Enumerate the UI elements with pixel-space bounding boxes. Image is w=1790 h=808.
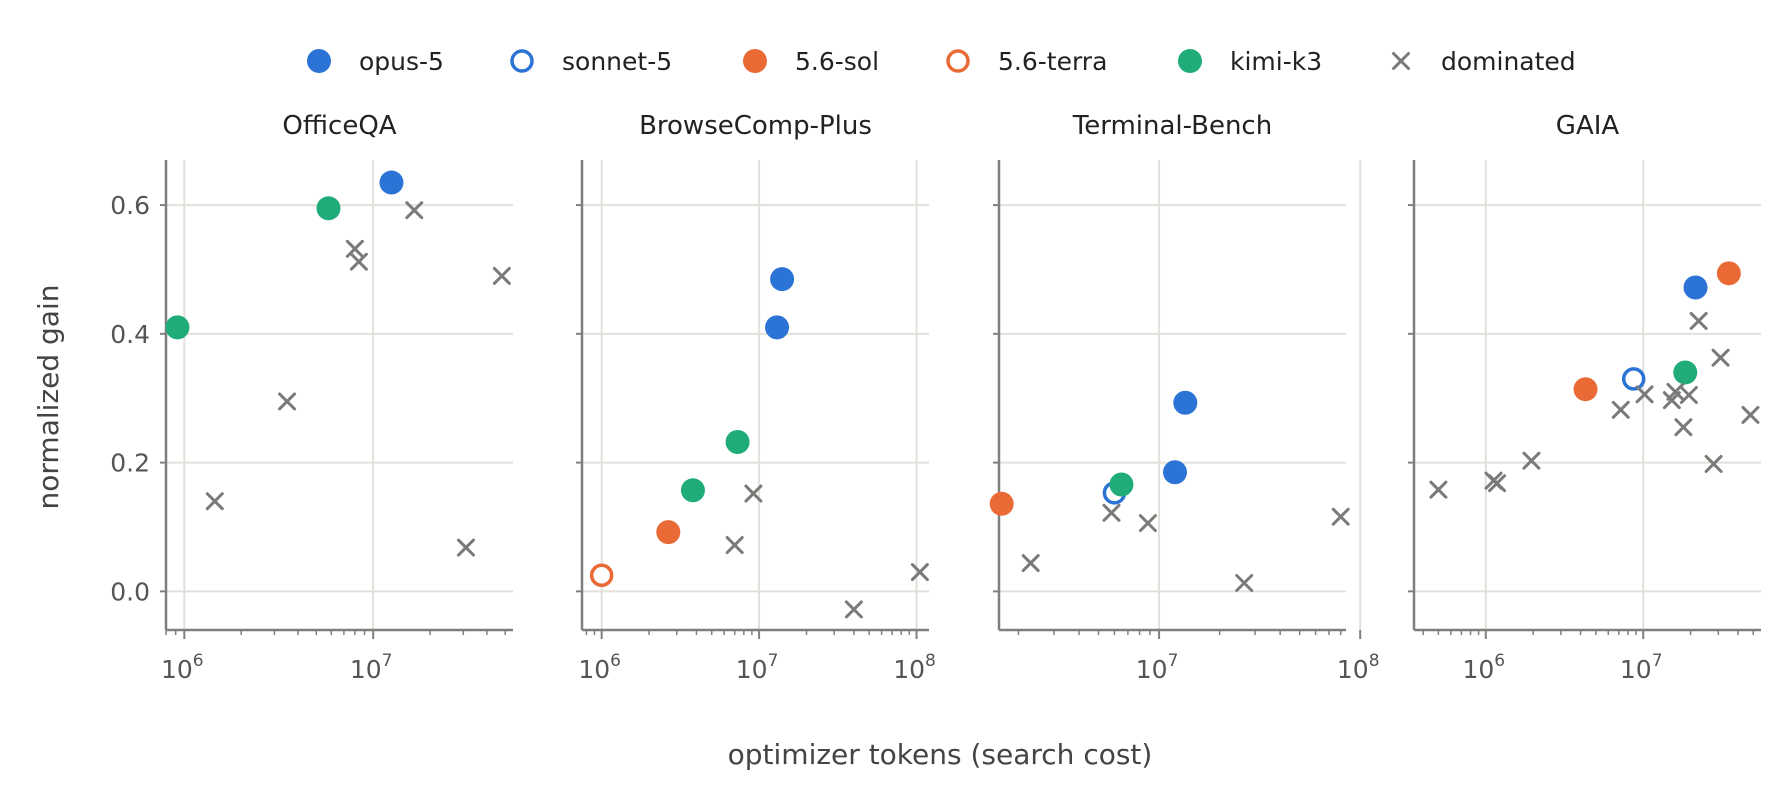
x-tick-label: 108 — [1337, 651, 1380, 684]
point-sol — [1716, 261, 1741, 286]
point-dominated — [278, 392, 297, 411]
point-dominated — [1679, 386, 1698, 404]
panel-title: BrowseComp-Plus — [639, 111, 872, 141]
point-opus — [1162, 460, 1187, 485]
point-opus — [379, 170, 404, 195]
data-points — [989, 390, 1350, 592]
legend-label: 5.6-sol — [795, 47, 879, 76]
point-dominated — [405, 201, 424, 220]
panel-title: GAIA — [1556, 111, 1620, 141]
point-dominated — [456, 538, 475, 557]
panel-4: GAIA 106 107 — [1408, 111, 1761, 684]
point-dominated — [1331, 507, 1350, 526]
point-dominated — [1635, 385, 1654, 404]
gridlines — [582, 160, 929, 630]
x-tick-label: 107 — [736, 651, 779, 684]
x-tick-label: 107 — [1136, 651, 1179, 684]
legend-marker-sol — [743, 49, 767, 73]
point-dominated — [345, 239, 364, 258]
point-dominated — [1674, 418, 1693, 437]
point-sol — [989, 491, 1014, 516]
panel-3: Terminal-Bench 107 108 — [989, 111, 1380, 684]
point-sol — [656, 520, 681, 545]
panel-1: OfficeQA 0.0 0.2 0.4 0.6 106 107 — [110, 111, 513, 684]
chart-legend: opus-5 sonnet-5 5.6-sol 5.6-terra kimi-k3 dom… — [307, 47, 1576, 76]
panel-title: Terminal-Bench — [1072, 111, 1272, 141]
point-dominated — [1138, 514, 1157, 533]
panel-2: BrowseComp-Plus 106 107 108 — [576, 111, 936, 684]
point-opus — [1683, 275, 1708, 300]
legend-item-sonnet: sonnet-5 — [510, 47, 672, 76]
point-dominated — [1522, 451, 1541, 470]
legend-label: opus-5 — [359, 47, 444, 76]
point-opus — [765, 315, 790, 340]
legend-label: 5.6-terra — [998, 47, 1107, 76]
point-dominated — [1689, 311, 1708, 330]
point-dominated — [725, 536, 744, 555]
data-points — [165, 170, 511, 557]
point-dominated — [1235, 574, 1254, 592]
point-dominated — [1102, 503, 1121, 522]
point-dominated — [1021, 554, 1040, 573]
legend-item-kimi: kimi-k3 — [1178, 47, 1322, 76]
x-tick-label: 108 — [893, 651, 936, 684]
data-points — [589, 267, 929, 619]
point-dominated — [1429, 480, 1448, 499]
point-kimi — [316, 196, 341, 221]
x-tick-label: 106 — [1462, 651, 1505, 684]
point-dominated — [910, 563, 929, 582]
legend-item-opus: opus-5 — [307, 47, 444, 76]
x-tick-label: 107 — [1620, 651, 1663, 684]
legend-marker-kimi — [1178, 49, 1202, 73]
data-points — [1429, 261, 1760, 499]
y-tick-label: 0.6 — [110, 191, 150, 220]
point-dominated — [1611, 400, 1630, 419]
x-tick-label: 106 — [161, 651, 204, 684]
point-opus — [770, 267, 795, 292]
y-tick-label: 0.0 — [110, 577, 150, 606]
legend-label: dominated — [1441, 47, 1576, 76]
legend-item-sol: 5.6-sol — [743, 47, 879, 76]
point-kimi — [1673, 360, 1698, 385]
point-dominated — [1488, 474, 1507, 493]
point-terra — [589, 563, 614, 588]
point-sonnet — [1621, 367, 1646, 391]
gridlines — [1414, 160, 1761, 630]
legend-label: sonnet-5 — [562, 47, 672, 76]
y-tick-label: 0.2 — [110, 449, 150, 478]
y-tick-label: 0.4 — [110, 320, 150, 349]
point-opus — [1173, 390, 1198, 415]
legend-item-dominated: dominated — [1392, 47, 1576, 76]
point-dominated — [744, 484, 763, 503]
legend-label: kimi-k3 — [1230, 47, 1322, 76]
legend-marker-opus — [307, 49, 331, 73]
point-dominated — [1711, 348, 1730, 367]
legend-marker-terra — [946, 49, 970, 73]
legend-marker-sonnet — [510, 49, 534, 73]
y-axis-label: normalized gain — [32, 285, 65, 510]
legend-marker-dominated — [1392, 52, 1410, 70]
point-kimi — [725, 430, 750, 454]
x-axis-label: optimizer tokens (search cost) — [728, 738, 1153, 771]
point-kimi — [165, 315, 190, 340]
gridlines — [166, 160, 513, 630]
point-dominated — [205, 492, 224, 511]
point-dominated — [1741, 405, 1760, 424]
point-dominated — [349, 252, 368, 271]
point-sol — [1573, 377, 1598, 402]
x-tick-label: 106 — [578, 651, 621, 684]
point-dominated — [844, 600, 863, 619]
x-tick-label: 107 — [350, 651, 393, 684]
point-dominated — [1704, 454, 1723, 473]
legend-item-terra: 5.6-terra — [946, 47, 1107, 76]
point-kimi — [680, 478, 705, 503]
panel-title: OfficeQA — [282, 111, 396, 141]
point-dominated — [492, 266, 511, 285]
point-kimi — [1109, 472, 1134, 497]
